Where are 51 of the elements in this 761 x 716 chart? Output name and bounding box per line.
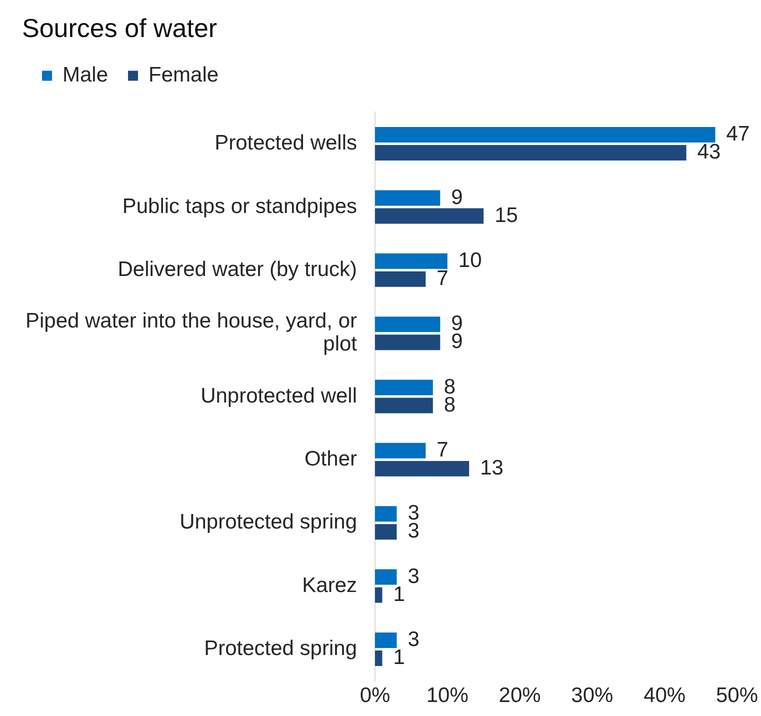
y-tick-label: Unprotected spring [180, 510, 357, 534]
bar [375, 190, 440, 206]
data-label: 3 [408, 520, 420, 543]
data-label: 10 [458, 248, 482, 272]
bar [375, 569, 397, 585]
legend-label: Male [62, 63, 108, 86]
bar [375, 524, 397, 540]
y-tick-label: Unprotected well [200, 384, 357, 408]
data-label: 8 [444, 393, 456, 416]
y-tick-label: Public taps or standpipes [122, 194, 357, 218]
x-tick-label: 20% [498, 684, 541, 708]
bar [375, 460, 470, 476]
bar [375, 334, 440, 350]
legend-label: Female [148, 63, 219, 86]
data-label: 7 [436, 438, 448, 462]
bar [375, 316, 440, 332]
data-label: 3 [408, 628, 420, 652]
bar [375, 208, 484, 224]
bar [375, 127, 716, 143]
bar [375, 271, 426, 287]
bar [375, 398, 433, 414]
y-tick-label: Karez [302, 574, 357, 597]
data-label: 1 [393, 646, 405, 670]
x-tick-label: 40% [644, 684, 686, 708]
data-label: 9 [451, 330, 463, 354]
data-label: 7 [436, 266, 448, 290]
data-label: 13 [480, 456, 504, 480]
data-label: 1 [393, 582, 405, 606]
data-label: 15 [494, 204, 518, 227]
text: Sources of water [22, 12, 218, 43]
x-tick-label: 30% [571, 684, 614, 708]
y-tick-label: Other [304, 447, 357, 470]
bar [375, 506, 397, 522]
data-label: 43 [697, 140, 721, 164]
y-tick-label: Delivered water (by truck) [118, 258, 357, 281]
x-tick-label: 10% [426, 684, 468, 708]
y-tick-label: Protected wells [214, 132, 357, 155]
bar [375, 442, 426, 458]
bar [375, 650, 382, 666]
y-tick-label: Protected spring [204, 637, 357, 660]
bar [375, 253, 448, 269]
bar [375, 380, 433, 396]
bar [375, 632, 397, 648]
data-label: 9 [451, 186, 463, 209]
data-label: 47 [726, 122, 750, 146]
data-label: 3 [408, 564, 420, 588]
y-tick-label: Piped water into the house, yard, or plot [25, 310, 358, 356]
bar [375, 145, 686, 161]
bar [375, 587, 382, 603]
x-tick-label: 50% [716, 684, 758, 708]
x-tick-label: 0% [360, 684, 390, 708]
